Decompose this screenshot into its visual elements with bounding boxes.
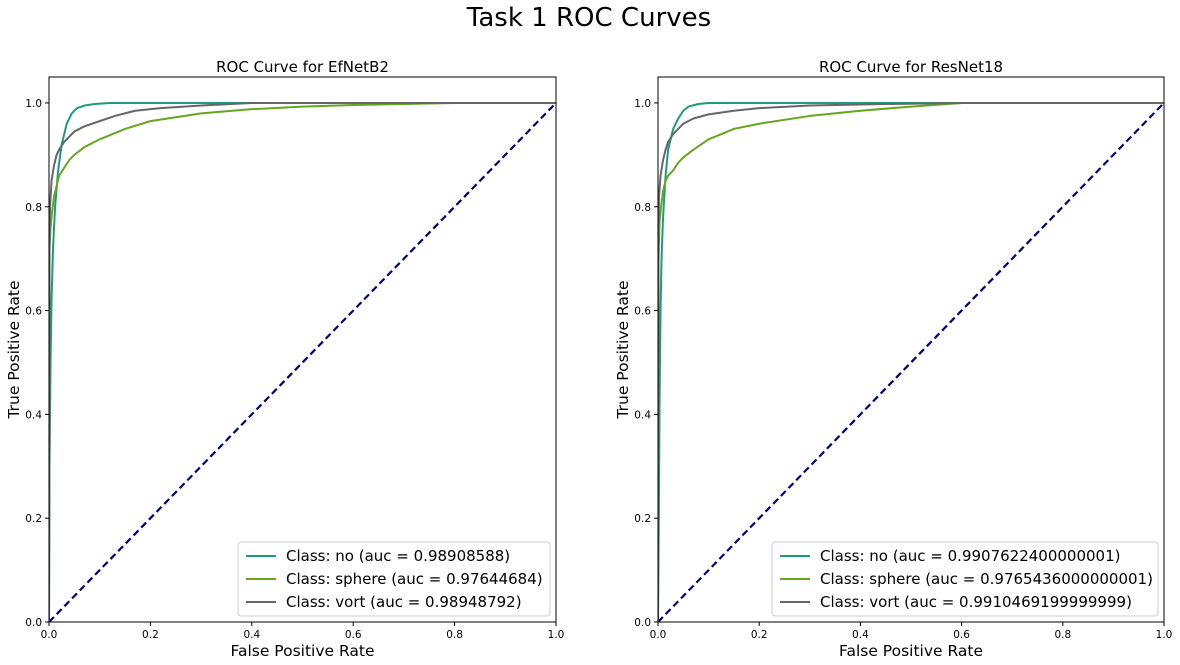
y-tick-label: 0.6	[25, 306, 42, 318]
subplot-1: ROC Curve for EfNetB2 0.0 0.2 0.4 0.6 0.8 1.0 0…	[5, 58, 564, 660]
y-tick-label: 1.0	[25, 98, 42, 110]
subplot-title: ROC Curve for EfNetB2	[216, 58, 389, 76]
subplots: ROC Curve for EfNetB2 0.0 0.2 0.4 0.6 0.8 1.0 0…	[5, 58, 1172, 660]
roc-curve-series-1	[658, 101, 1164, 622]
figure-title: Task 1 ROC Curves	[466, 3, 711, 33]
roc-curve-series-1	[49, 101, 556, 622]
legend-entry-label: Class: sphere (auc = 0.97644684)	[286, 570, 543, 588]
legend-box	[771, 541, 1159, 617]
x-tick-label: 1.0	[1156, 629, 1173, 641]
y-tick-label: 0.8	[25, 202, 42, 214]
y-tick-label: 0.2	[634, 513, 651, 525]
y-tick-label: 1.0	[634, 98, 651, 110]
roc-curve-series-3	[658, 101, 1164, 622]
roc-curve-series-2	[658, 101, 1164, 622]
x-tick-label: 0.2	[751, 629, 768, 641]
x-tick-label: 0.2	[142, 629, 159, 641]
legend: Class: no (auc = 0.98908588) Class: spher…	[237, 541, 551, 617]
y-tick-label: 0.0	[25, 617, 42, 629]
legend-entry-label: Class: no (auc = 0.9907622400000001)	[820, 547, 1121, 565]
y-axis-label: True Positive Rate	[5, 280, 23, 419]
roc-curve-series-3	[49, 101, 556, 622]
legend: Class: no (auc = 0.9907622400000001) Clas…	[771, 541, 1159, 617]
y-tick-label: 0.8	[634, 202, 651, 214]
x-tick-label: 0.8	[446, 629, 463, 641]
x-tick-label: 0.0	[41, 629, 58, 641]
x-tick-label: 0.6	[953, 629, 970, 641]
roc-curve-series-2	[49, 101, 556, 622]
axes-frame	[657, 76, 1165, 623]
subplot-2: ROC Curve for ResNet18 0.0 0.2 0.4 0.6 0.8 1.0…	[614, 58, 1172, 660]
subplot-title: ROC Curve for ResNet18	[819, 58, 1003, 76]
x-tick-label: 0.0	[650, 629, 667, 641]
legend-box	[237, 541, 551, 617]
x-tick-label: 1.0	[548, 629, 565, 641]
y-tick-label: 0.6	[634, 306, 651, 318]
legend-entry-label: Class: vort (auc = 0.9910469199999999)	[820, 593, 1132, 611]
y-tick-label: 0.4	[25, 409, 42, 421]
y-axis-label: True Positive Rate	[614, 280, 632, 419]
x-axis-label: False Positive Rate	[839, 642, 983, 660]
x-axis-label: False Positive Rate	[230, 642, 374, 660]
legend-entry-label: Class: sphere (auc = 0.9765436000000001)	[820, 570, 1153, 588]
y-tick-label: 0.4	[634, 409, 651, 421]
y-tick-label: 0.0	[634, 617, 651, 629]
x-tick-label: 0.4	[852, 629, 869, 641]
x-tick-label: 0.4	[243, 629, 260, 641]
axes-frame	[48, 76, 557, 623]
legend-entry-label: Class: vort (auc = 0.98948792)	[286, 593, 522, 611]
x-tick-label: 0.8	[1054, 629, 1071, 641]
x-tick-label: 0.6	[345, 629, 362, 641]
y-tick-label: 0.2	[25, 513, 42, 525]
legend-entry-label: Class: no (auc = 0.98908588)	[286, 547, 510, 565]
